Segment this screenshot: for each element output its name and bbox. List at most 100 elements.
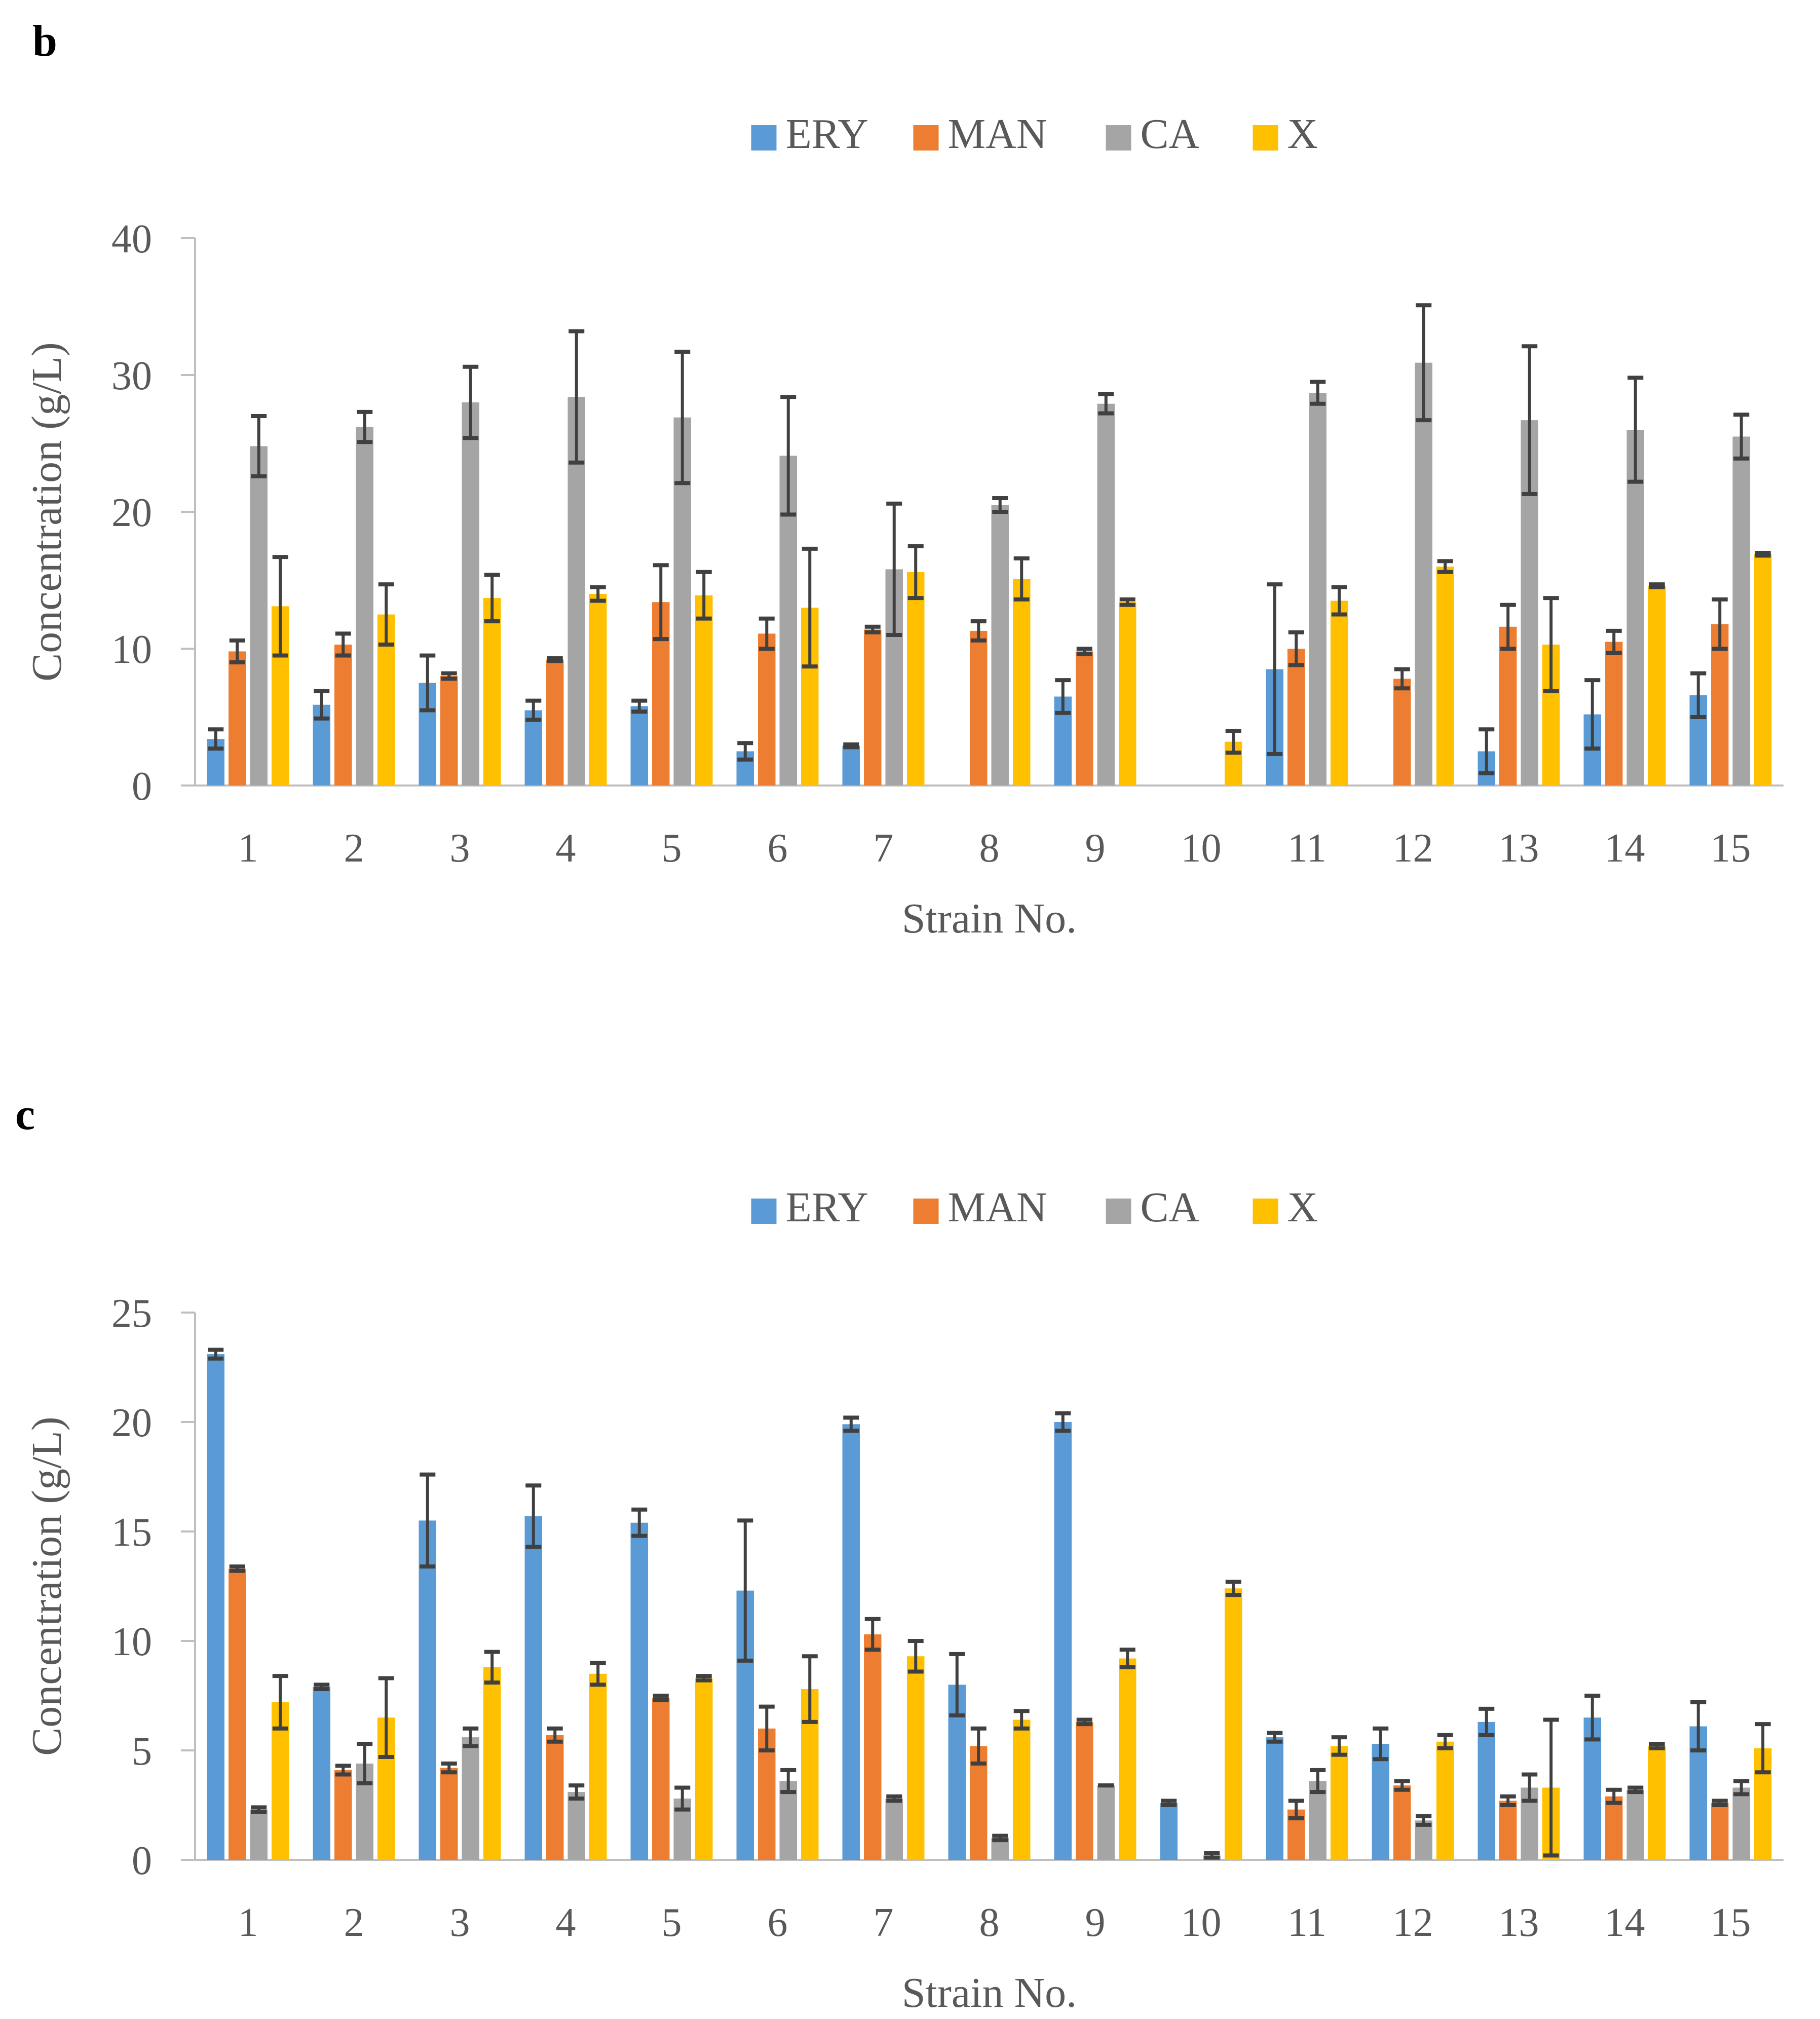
bar-man-strain-14	[1605, 1796, 1623, 1860]
legend-swatch-ery	[751, 1199, 777, 1224]
x-tick-label: 14	[1605, 1900, 1645, 1945]
bar-ca-strain-15	[1732, 436, 1750, 786]
bar-man-strain-15	[1711, 1803, 1729, 1860]
bar-ca-strain-9	[1097, 403, 1115, 786]
legend-label-x: X	[1287, 1184, 1318, 1231]
bar-ca-strain-14	[1626, 1789, 1644, 1860]
bar-man-strain-5	[652, 1698, 670, 1860]
bar-x-strain-4	[589, 594, 607, 786]
bar-man-strain-7	[864, 1634, 882, 1860]
bar-man-strain-15	[1711, 624, 1729, 786]
bar-x-strain-14	[1648, 585, 1666, 786]
bar-ca-strain-3	[462, 402, 479, 786]
bar-man-strain-2	[334, 644, 352, 786]
bar-man-strain-4	[546, 1735, 564, 1860]
bar-ery-strain-5	[630, 1522, 649, 1860]
bar-x-strain-3	[483, 1667, 501, 1860]
bar-ca-strain-6	[779, 1781, 797, 1860]
bar-ery-strain-4	[524, 710, 543, 786]
y-tick-label: 10	[111, 627, 152, 672]
x-tick-label: 7	[874, 1900, 894, 1945]
legend-label-man: MAN	[948, 110, 1047, 158]
x-tick-label: 14	[1605, 826, 1645, 871]
legend-swatch-x	[1253, 125, 1278, 151]
x-tick-label: 9	[1085, 826, 1106, 871]
bar-ery-strain-2	[313, 1687, 331, 1860]
bar-x-strain-9	[1118, 602, 1136, 786]
legend: ERY MAN CA X	[751, 110, 1318, 158]
bar-x-strain-10	[1224, 1588, 1242, 1860]
bar-ery-strain-5	[630, 706, 649, 786]
bar-man-strain-13	[1499, 626, 1517, 786]
x-tick-label: 7	[874, 826, 894, 871]
x-tick-label: 15	[1711, 1900, 1751, 1945]
bar-ery-strain-3	[419, 1520, 437, 1860]
x-tick-label: 15	[1711, 826, 1751, 871]
bar-ca-strain-1	[250, 446, 268, 786]
x-tick-label: 8	[979, 1900, 1000, 1945]
bar-x-strain-14	[1648, 1746, 1666, 1860]
y-tick-label: 25	[111, 1291, 152, 1336]
bar-x-strain-8	[1012, 1719, 1031, 1860]
bar-x-strain-3	[483, 598, 501, 786]
x-tick-label: 1	[238, 826, 258, 871]
bar-x-strain-8	[1012, 579, 1031, 786]
bar-ca-strain-9	[1097, 1785, 1115, 1860]
x-tick-label: 12	[1393, 1900, 1433, 1945]
bar-ery-strain-7	[842, 1424, 860, 1860]
x-tick-label: 1	[238, 1900, 258, 1945]
bar-x-strain-5	[695, 1678, 713, 1860]
bar-man-strain-3	[440, 676, 458, 786]
legend-swatch-man	[913, 125, 939, 151]
legend-swatch-ery	[751, 125, 777, 151]
legend-swatch-man	[913, 1199, 939, 1224]
bar-x-strain-7	[906, 1656, 925, 1860]
x-tick-label: 12	[1393, 826, 1433, 871]
bar-ery-strain-7	[842, 745, 860, 786]
bar-ca-strain-15	[1732, 1787, 1750, 1860]
bar-x-strain-12	[1436, 567, 1454, 786]
x-tick-label: 6	[768, 826, 788, 871]
legend-swatch-ca	[1106, 125, 1131, 151]
legend-label-ery: ERY	[786, 110, 868, 158]
bar-ca-strain-14	[1626, 430, 1644, 786]
bar-ca-strain-3	[462, 1737, 479, 1860]
bar-ery-strain-11	[1266, 1737, 1284, 1860]
x-tick-label: 11	[1287, 1900, 1326, 1945]
bar-man-strain-13	[1499, 1801, 1517, 1860]
legend: ERY MAN CA X	[751, 1184, 1318, 1231]
y-tick-label: 20	[111, 491, 152, 535]
x-tick-label: 2	[344, 1900, 364, 1945]
bar-man-strain-6	[758, 633, 776, 786]
legend-label-ca: CA	[1141, 1184, 1200, 1231]
x-tick-label: 2	[344, 826, 364, 871]
y-tick-label: 40	[111, 217, 152, 261]
x-tick-label: 5	[662, 826, 682, 871]
bar-x-strain-4	[589, 1673, 607, 1860]
bar-x-strain-15	[1754, 554, 1772, 786]
x-tick-label: 11	[1287, 826, 1326, 871]
x-tick-label: 4	[556, 1900, 576, 1945]
bar-man-strain-9	[1076, 651, 1093, 786]
x-tick-label: 6	[768, 1900, 788, 1945]
bar-ery-strain-4	[524, 1516, 543, 1860]
bar-ca-strain-11	[1309, 1781, 1326, 1860]
bar-ery-strain-12	[1372, 1744, 1390, 1860]
bar-x-strain-11	[1330, 1746, 1348, 1860]
x-tick-label: 8	[979, 826, 1000, 871]
x-tick-label: 10	[1181, 1900, 1222, 1945]
panel-label: b	[32, 17, 57, 66]
x-tick-label: 5	[662, 1900, 682, 1945]
bar-man-strain-9	[1076, 1722, 1093, 1860]
bar-man-strain-1	[229, 651, 246, 786]
y-tick-label: 5	[132, 1729, 152, 1774]
bar-x-strain-9	[1118, 1658, 1136, 1860]
y-tick-label: 10	[111, 1620, 152, 1664]
x-tick-label: 10	[1181, 826, 1222, 871]
bar-ca-strain-4	[567, 1792, 585, 1860]
y-tick-label: 0	[132, 764, 152, 809]
bar-ery-strain-13	[1477, 1722, 1496, 1860]
x-axis-title: Strain No.	[902, 1969, 1077, 2016]
